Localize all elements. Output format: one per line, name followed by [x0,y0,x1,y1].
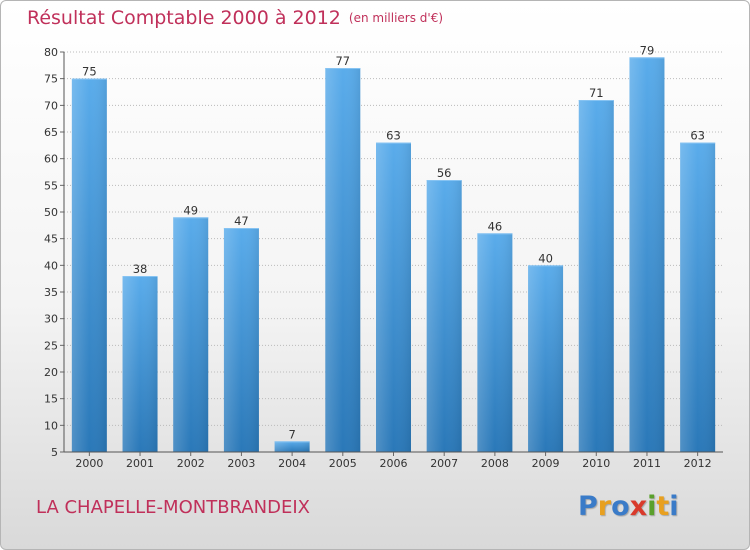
bar-shine-2001 [122,276,158,452]
x-tick-label: 2007 [430,457,458,470]
y-tick-label: 35 [44,286,58,299]
data-label: 63 [386,129,401,143]
y-tick-label: 65 [44,126,58,139]
data-label: 49 [183,203,198,217]
y-tick-label: 55 [44,179,58,192]
bar-shine-2008 [477,233,513,452]
x-tick-label: 2004 [278,457,306,470]
x-tick-label: 2005 [329,457,357,470]
x-tick-label: 2006 [380,457,408,470]
y-tick-label: 25 [44,339,58,352]
y-tick-label: 80 [44,46,58,59]
logo-letter: o [611,491,630,522]
bar-shine-2009 [528,265,564,452]
data-label: 7 [288,427,295,441]
y-tick-label: 20 [44,366,58,379]
chart-title: Résultat Comptable 2000 à 2012 (en millie… [27,7,443,29]
y-tick-label: 15 [44,393,58,406]
proxiti-logo: Proxiti [578,491,679,522]
bar-shine-2002 [173,217,209,452]
y-tick-label: 45 [44,233,58,246]
data-label: 47 [234,214,249,228]
bar-shine-2005 [325,68,361,452]
bar-shine-2000 [71,78,107,453]
data-label: 79 [640,43,655,57]
logo-letter: i [647,491,657,522]
y-tick-label: 50 [44,206,58,219]
data-label: 38 [133,262,148,276]
data-label: 71 [589,86,604,100]
x-tick-label: 2002 [177,457,205,470]
bar-shine-2003 [223,228,259,452]
y-tick-label: 70 [44,99,58,112]
axis-layer: 5 10 15 20 25 30 35 40 45 50 55 60 65 70 75 80 2000 2001 2… [44,46,723,470]
y-tick-label: 60 [44,153,58,166]
x-tick-label: 2011 [633,457,661,470]
bar-shine-2007 [426,180,462,452]
y-tick-label: 10 [44,419,58,432]
x-tick-label: 2009 [532,457,560,470]
bar-shine-2010 [578,100,614,452]
data-label: 40 [538,251,553,265]
bar-shine-2004 [274,441,310,452]
logo-letter: P [578,491,598,522]
bar-shine-2012 [680,142,716,452]
y-tick-label: 30 [44,313,58,326]
y-tick-label: 75 [44,73,58,86]
data-label: 75 [82,65,97,79]
x-tick-label: 2010 [582,457,610,470]
data-label: 63 [690,129,705,143]
place-name: LA CHAPELLE-MONTBRANDEIX [36,497,310,518]
bar-shine-2006 [376,142,411,452]
x-tick-label: 2003 [227,457,255,470]
x-tick-label: 2000 [75,457,103,470]
chart-title-text: Résultat Comptable 2000 à 2012 [27,7,341,29]
logo-letter: i [669,491,679,522]
y-tick-label: 5 [51,446,58,459]
x-tick-label: 2001 [126,457,154,470]
bar-shine-2011 [629,57,665,452]
y-tick-label: 40 [44,259,58,272]
logo-letter: r [597,491,612,522]
data-label: 46 [488,219,503,233]
data-label: 77 [335,54,350,68]
logo-letter: t [656,491,670,522]
x-tick-label: 2008 [481,457,509,470]
chart-subtitle: (en milliers d'€) [348,11,444,25]
data-label: 56 [437,166,452,180]
x-tick-label: 2012 [684,457,712,470]
logo-letter: x [629,491,648,522]
